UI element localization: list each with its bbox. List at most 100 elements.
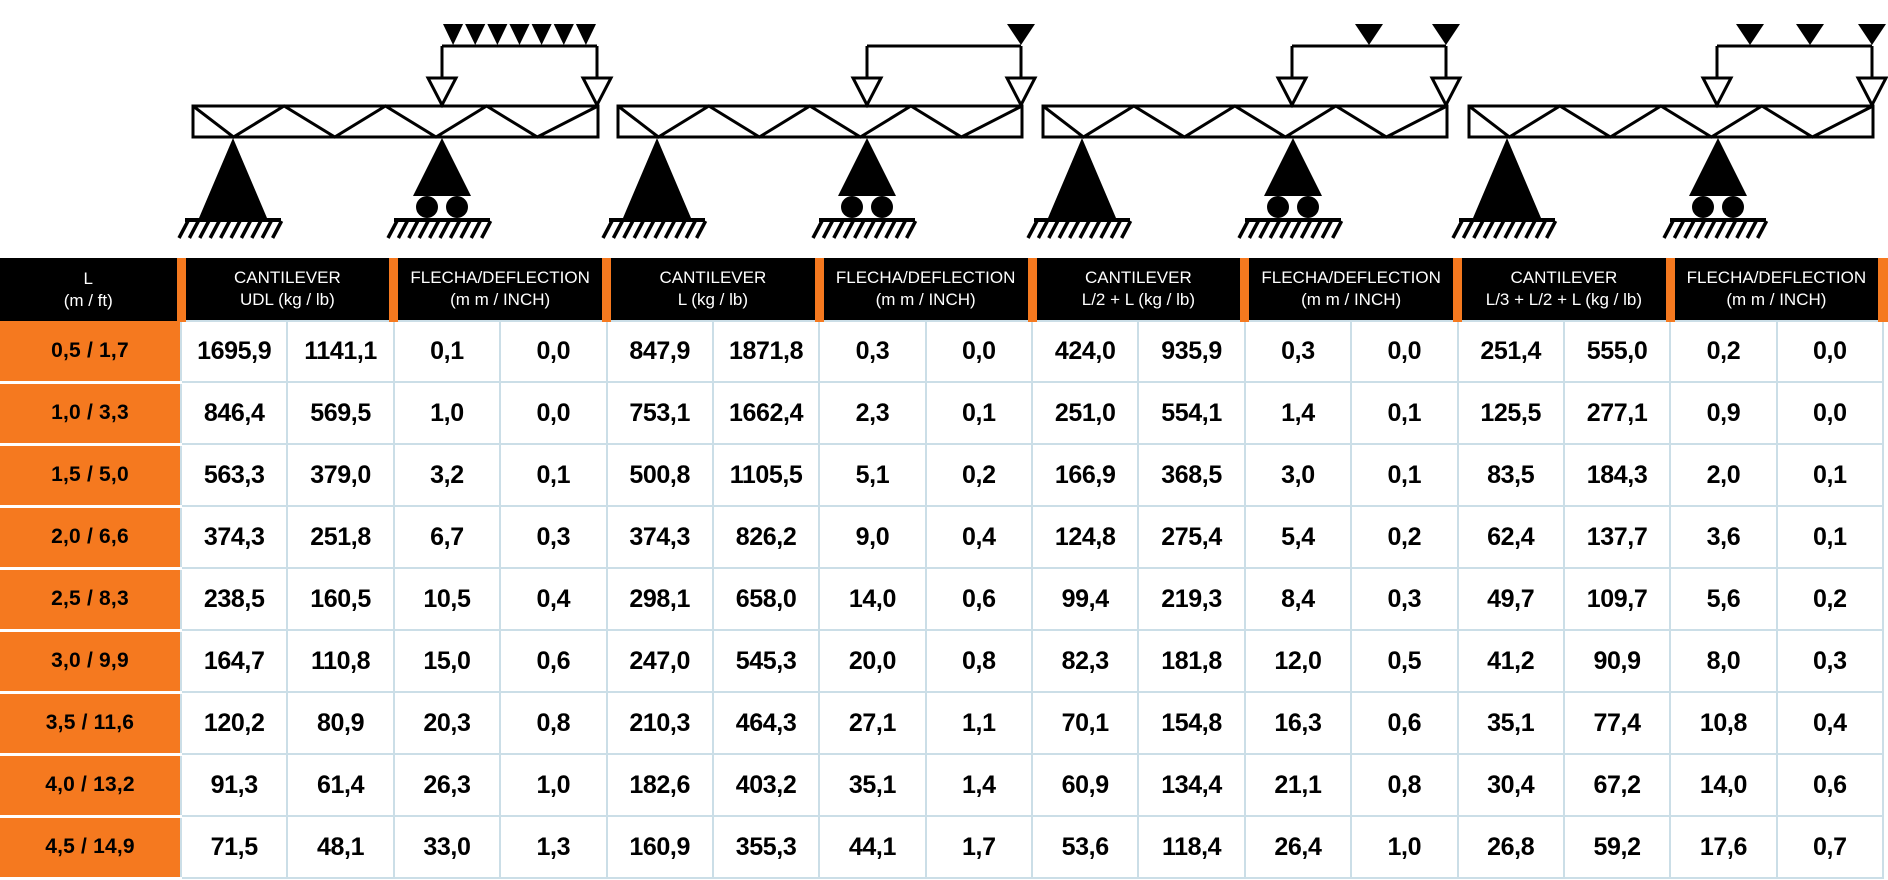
row-label-cell: 4,0 / 13,2: [0, 754, 182, 818]
value-cell: 41,2: [1456, 629, 1565, 693]
header-line1: FLECHA/DEFLECTION: [835, 268, 1016, 288]
cantilever-load-table: L (m / ft) CANTILEVER UDL (kg / lb) FLEC…: [0, 258, 1888, 880]
value-cell: 0,6: [1775, 753, 1885, 817]
value-cell: 0,1: [499, 443, 608, 507]
value-cell: 182,6: [605, 753, 714, 817]
value-cell: 5,6: [1669, 567, 1778, 631]
value-cell: 251,4: [1456, 320, 1565, 383]
header-row: L (m / ft) CANTILEVER UDL (kg / lb) FLEC…: [0, 258, 1888, 321]
value-cell: 0,0: [1350, 320, 1459, 383]
value-cell: 164,7: [179, 629, 289, 693]
table-row: 4,0 / 13,2 91,3 61,4 26,3 1,0 182,6 403,2 35,1 1…: [0, 753, 1885, 818]
value-cell: 166,9: [1030, 443, 1140, 507]
value-cell: 124,8: [1030, 505, 1140, 569]
table-row: 4,5 / 14,9 71,5 48,1 33,0 1,3 160,9 355,3 44,1 1…: [0, 815, 1885, 880]
truss-diagram-point-loads-L3-L2-L: [1451, 24, 1888, 239]
value-cell: 3,0: [1243, 443, 1353, 507]
value-cell: 0,0: [1775, 320, 1885, 383]
header-line2: L/3 + L/2 + L (kg / lb): [1485, 290, 1642, 309]
value-cell: 500,8: [605, 443, 714, 507]
value-cell: 2,0: [1669, 443, 1778, 507]
value-cell: 26,3: [392, 753, 502, 817]
value-cell: 374,3: [605, 505, 714, 569]
value-cell: 379,0: [286, 443, 395, 507]
header-line2: UDL (kg / lb): [239, 290, 335, 309]
value-cell: 154,8: [1137, 691, 1246, 755]
header-deflection-4: FLECHA/DEFLECTION (m m / INCH): [1665, 258, 1888, 321]
value-cell: 91,3: [179, 753, 289, 817]
header-cantilever-L: CANTILEVER L (kg / lb): [602, 258, 820, 321]
value-cell: 219,3: [1137, 567, 1246, 631]
value-cell: 125,5: [1456, 381, 1565, 445]
value-cell: 12,0: [1243, 629, 1353, 693]
row-label-cell: 3,5 / 11,6: [0, 692, 182, 756]
header-deflection-2: FLECHA/DEFLECTION (m m / INCH): [814, 258, 1032, 321]
value-cell: 0,4: [1775, 691, 1885, 755]
value-cell: 277,1: [1562, 381, 1672, 445]
row-label-cell: 1,5 / 5,0: [0, 444, 182, 508]
value-cell: 298,1: [605, 567, 714, 631]
value-cell: 753,1: [605, 381, 714, 445]
value-cell: 554,1: [1137, 381, 1246, 445]
value-cell: 210,3: [605, 691, 714, 755]
value-cell: 1,4: [924, 753, 1034, 817]
value-cell: 8,4: [1243, 567, 1353, 631]
value-cell: 181,8: [1137, 629, 1246, 693]
value-cell: 0,1: [1775, 443, 1885, 507]
value-cell: 160,9: [605, 815, 714, 879]
header-cantilever-L3-L2-L: CANTILEVER L/3 + L/2 + L (kg / lb): [1453, 258, 1671, 321]
header-line2: (m m / INCH): [875, 290, 976, 309]
value-cell: 0,8: [924, 629, 1034, 693]
header-deflection-3: FLECHA/DEFLECTION (m m / INCH): [1240, 258, 1458, 321]
header-line1: CANTILEVER: [659, 268, 767, 288]
value-cell: 15,0: [392, 629, 502, 693]
value-cell: 0,2: [924, 443, 1034, 507]
value-cell: 20,0: [818, 629, 927, 693]
table-body: 0,5 / 1,7 1695,9 1141,1 0,1 0,0 847,9 1871,8 0,…: [0, 320, 1885, 880]
row-label-cell: 4,5 / 14,9: [0, 816, 182, 880]
value-cell: 20,3: [392, 691, 502, 755]
value-cell: 403,2: [711, 753, 821, 817]
value-cell: 80,9: [286, 691, 395, 755]
value-cell: 0,6: [499, 629, 608, 693]
value-cell: 569,5: [286, 381, 395, 445]
value-cell: 846,4: [179, 381, 289, 445]
header-row-label: L (m / ft): [0, 258, 181, 321]
value-cell: 1105,5: [711, 443, 821, 507]
value-cell: 5,4: [1243, 505, 1353, 569]
value-cell: 14,0: [1669, 753, 1778, 817]
value-cell: 1695,9: [179, 320, 289, 383]
value-cell: 8,0: [1669, 629, 1778, 693]
header-line1: FLECHA/DEFLECTION: [410, 268, 590, 288]
value-cell: 935,9: [1137, 320, 1246, 383]
header-cantilever-L2-L: CANTILEVER L/2 + L (kg / lb): [1027, 258, 1245, 321]
value-cell: 1,1: [924, 691, 1034, 755]
value-cell: 251,8: [286, 505, 395, 569]
value-cell: 70,1: [1030, 691, 1140, 755]
value-cell: 0,0: [924, 320, 1034, 383]
value-cell: 2,3: [818, 381, 927, 445]
value-cell: 134,4: [1137, 753, 1246, 817]
header-line1: CANTILEVER: [234, 268, 341, 288]
value-cell: 658,0: [711, 567, 821, 631]
value-cell: 0,7: [1775, 815, 1885, 879]
value-cell: 355,3: [711, 815, 821, 879]
value-cell: 1,0: [1350, 815, 1459, 879]
load-diagram-strip: [0, 0, 1888, 258]
truss-diagram-cantilever-udl: [177, 24, 614, 239]
value-cell: 0,9: [1669, 381, 1778, 445]
header-line2: L/2 + L (kg / lb): [1081, 290, 1195, 309]
value-cell: 847,9: [605, 320, 714, 383]
value-cell: 424,0: [1030, 320, 1140, 383]
value-cell: 110,8: [286, 629, 395, 693]
value-cell: 71,5: [179, 815, 289, 879]
header-line1: CANTILEVER: [1510, 268, 1618, 288]
header-line1: CANTILEVER: [1085, 268, 1192, 288]
value-cell: 77,4: [1562, 691, 1672, 755]
value-cell: 44,1: [818, 815, 927, 879]
value-cell: 0,2: [1350, 505, 1459, 569]
value-cell: 120,2: [179, 691, 289, 755]
value-cell: 0,2: [1775, 567, 1885, 631]
value-cell: 826,2: [711, 505, 821, 569]
header-deflection-1: FLECHA/DEFLECTION (m m / INCH): [389, 258, 607, 321]
